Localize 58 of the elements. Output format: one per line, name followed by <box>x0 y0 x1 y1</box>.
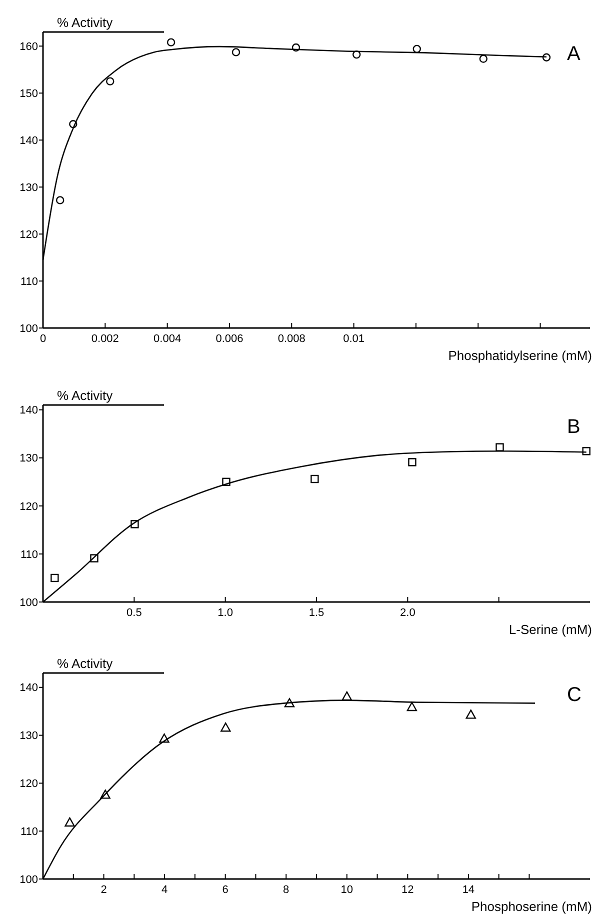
x-tick-label: 0.5 <box>126 607 142 619</box>
x-tick-label: 2 <box>100 884 107 896</box>
point <box>479 54 488 63</box>
x-tick-label: 0.002 <box>91 333 119 345</box>
text: B <box>567 416 580 438</box>
point <box>166 38 176 46</box>
y-tick-label: 110 <box>20 548 38 561</box>
x-tick-label: 0.006 <box>216 333 244 345</box>
y-tick-label: 130 <box>20 182 38 194</box>
text: 1.0 <box>218 607 233 619</box>
y-axis-title: % Activity <box>57 15 114 30</box>
point <box>582 447 590 456</box>
y-axis-title: % Activity <box>57 388 114 403</box>
point <box>352 50 361 59</box>
y-tick-label: 110 <box>20 276 38 288</box>
point <box>496 443 504 452</box>
point <box>220 722 231 732</box>
x-axis-title: Phosphoserine (mM) <box>471 899 592 914</box>
y-axis-title: % Activity <box>57 656 114 671</box>
point <box>232 48 240 56</box>
y-tick-label: 160 <box>20 40 38 53</box>
point <box>466 710 476 719</box>
x-tick-label: 14 <box>462 884 475 896</box>
y-tick-label: 120 <box>20 778 38 790</box>
x-tick-label: 0.008 <box>278 333 306 345</box>
y-tick-label: 120 <box>20 500 38 513</box>
y-tick-label: 140 <box>20 404 38 417</box>
x-tick-label: 6 <box>222 884 228 896</box>
text: 2.0 <box>400 607 416 619</box>
point <box>64 817 75 827</box>
y-tick-label: 140 <box>20 682 38 694</box>
x-axis-title: L-Serine (mM) <box>508 622 592 637</box>
point <box>50 574 59 582</box>
y-tick-label: 130 <box>20 730 38 742</box>
point <box>56 196 64 204</box>
y-tick-label: 100 <box>20 322 38 335</box>
x-tick-label: 1.5 <box>308 607 324 619</box>
x-tick-label: 0 <box>40 333 46 345</box>
point <box>408 458 416 466</box>
x-tick-label: 0.004 <box>154 333 182 345</box>
y-tick-label: 130 <box>20 452 38 465</box>
y-tick-label: 100 <box>20 596 38 609</box>
y-tick-label: 140 <box>20 134 38 147</box>
point <box>406 702 418 712</box>
x-tick-label: 4 <box>161 884 168 896</box>
x-tick-label: 8 <box>283 884 290 896</box>
x-tick-label: 0.01 <box>343 333 365 345</box>
y-tick-label: 120 <box>20 228 38 241</box>
point <box>106 77 114 86</box>
text: A <box>567 43 581 65</box>
text: C <box>567 684 582 706</box>
x-tick-label: 10 <box>340 884 354 896</box>
point <box>310 474 319 484</box>
x-tick-label: 12 <box>402 884 414 896</box>
y-tick-label: 150 <box>20 88 38 100</box>
x-axis-title: Phosphatidylserine (mM) <box>448 348 592 363</box>
y-tick-label: 110 <box>20 826 38 838</box>
y-tick-label: 100 <box>20 874 38 886</box>
